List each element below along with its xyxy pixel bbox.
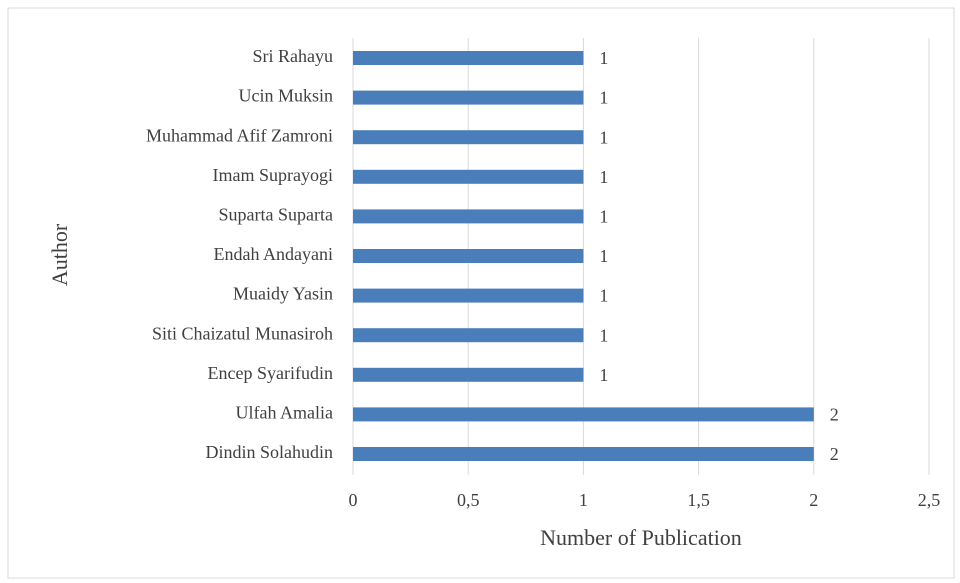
y-tick-label: Siti Chaizatul Munasiroh (152, 323, 333, 343)
bar (353, 130, 584, 145)
bar (353, 288, 584, 303)
bar (353, 447, 814, 461)
y-tick-label: Ucin Muksin (239, 86, 334, 106)
data-label: 1 (599, 325, 608, 345)
y-tick-label: Ulfah Amalia (236, 403, 333, 423)
y-axis-title: Author (47, 223, 72, 286)
y-tick-label: Endah Andayani (214, 244, 333, 264)
y-tick-label: Muhammad Afif Zamroni (146, 125, 333, 145)
y-tick-label: Dindin Solahudin (205, 442, 333, 462)
x-tick-label: 2,5 (918, 490, 941, 510)
data-label: 1 (599, 48, 608, 68)
x-tick-label: 1,5 (687, 490, 710, 510)
x-tick-label: 0,5 (457, 490, 480, 510)
data-label: 1 (599, 127, 608, 147)
bar (353, 90, 584, 105)
bar (353, 367, 584, 382)
bar (353, 51, 584, 65)
y-tick-label: Imam Suprayogi (213, 165, 333, 185)
data-label: 1 (599, 365, 608, 385)
x-tick-label: 0 (349, 490, 358, 510)
bar (353, 209, 584, 224)
y-tick-label: Encep Syarifudin (208, 363, 333, 383)
bar (353, 407, 814, 422)
data-label: 2 (830, 444, 839, 464)
data-label: 1 (599, 286, 608, 306)
data-label: 2 (830, 405, 839, 425)
data-label: 1 (599, 207, 608, 227)
bar (353, 249, 584, 263)
data-label: 1 (599, 167, 608, 187)
y-tick-label: Suparta Suparta (219, 205, 333, 225)
x-tick-label: 2 (809, 490, 818, 510)
y-tick-label: Sri Rahayu (253, 46, 334, 66)
data-label: 1 (599, 246, 608, 266)
x-axis-title: Number of Publication (540, 525, 742, 550)
bar (353, 169, 584, 184)
y-tick-label: Muaidy Yasin (233, 284, 333, 304)
data-label: 1 (599, 88, 608, 108)
bar (353, 328, 584, 343)
x-tick-label: 1 (579, 490, 588, 510)
